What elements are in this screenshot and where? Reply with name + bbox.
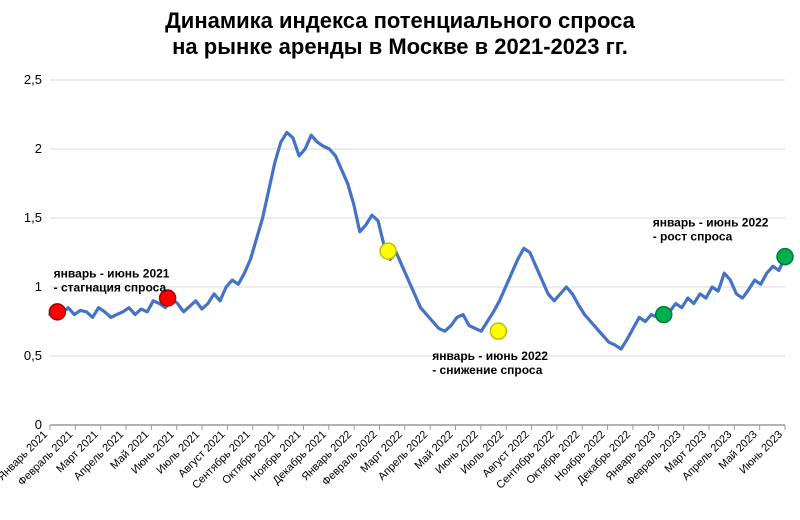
annotation-text: январь - июнь 2022	[432, 349, 548, 363]
marker-dot	[49, 304, 65, 320]
annotation-text: январь - июнь 2021	[54, 266, 170, 280]
ytick-label: 1	[35, 279, 42, 294]
annotation-text: - снижение спроса	[432, 363, 543, 377]
chart-title-line2: на рынке аренды в Москве в 2021-2023 гг.	[20, 34, 780, 60]
ytick-label: 0,5	[24, 348, 42, 363]
annotation-text: - рост спроса	[653, 229, 733, 243]
chart-area: 00,511,522,5Январь 2021Февраль 2021Март …	[0, 70, 800, 520]
ytick-label: 1,5	[24, 210, 42, 225]
marker-dot	[380, 243, 396, 259]
ytick-label: 2	[35, 141, 42, 156]
line-chart: 00,511,522,5Январь 2021Февраль 2021Март …	[0, 70, 800, 520]
annotation-text: январь - июнь 2022	[653, 215, 769, 229]
marker-dot	[490, 323, 506, 339]
marker-dot	[656, 307, 672, 323]
ytick-label: 2,5	[24, 72, 42, 87]
marker-dot	[777, 249, 793, 265]
chart-title-line1: Динамика индекса потенциального спроса	[20, 8, 780, 34]
annotation-text: - стагнация спроса	[54, 280, 167, 294]
